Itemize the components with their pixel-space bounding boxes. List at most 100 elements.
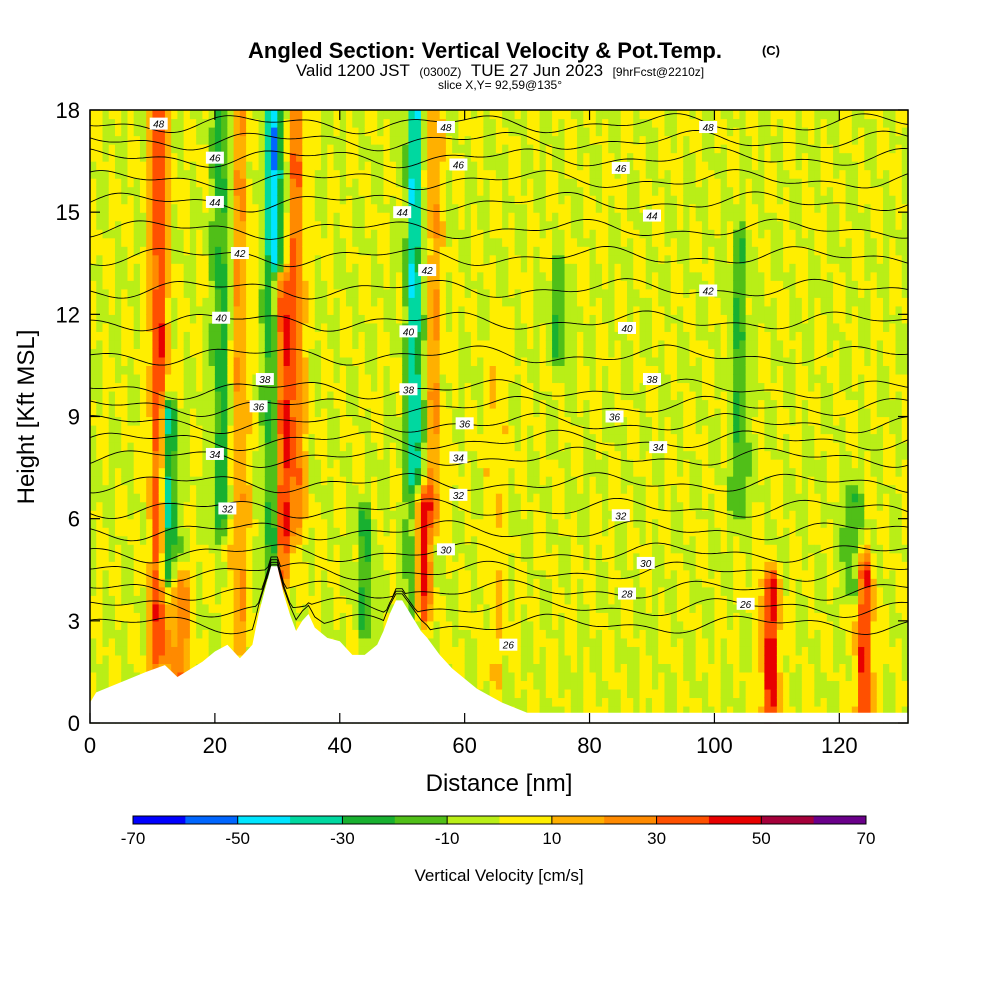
velocity-cell <box>389 339 397 349</box>
velocity-cell <box>433 331 441 341</box>
velocity-cell <box>233 612 241 622</box>
velocity-cell <box>152 646 160 656</box>
velocity-cell <box>264 535 272 545</box>
velocity-cell <box>146 425 154 435</box>
velocity-cell <box>114 118 122 128</box>
velocity-cell <box>271 110 278 120</box>
velocity-cell <box>96 518 104 528</box>
velocity-cell <box>252 450 260 460</box>
velocity-cell <box>508 510 516 520</box>
velocity-cell <box>308 399 316 409</box>
velocity-cell <box>202 288 210 298</box>
velocity-cell <box>183 237 191 247</box>
velocity-cell <box>370 467 378 477</box>
velocity-cell <box>152 595 160 605</box>
velocity-cell <box>258 195 266 205</box>
velocity-cell <box>283 314 291 324</box>
velocity-cell <box>433 586 441 596</box>
velocity-cell <box>483 178 491 188</box>
velocity-cell <box>514 110 522 120</box>
velocity-cell <box>333 442 341 452</box>
velocity-cell <box>239 271 247 281</box>
velocity-cell <box>433 637 441 647</box>
velocity-cell <box>333 425 341 435</box>
velocity-cell <box>314 152 322 162</box>
velocity-cell <box>495 552 503 562</box>
velocity-cell <box>177 433 185 443</box>
velocity-cell <box>214 178 222 188</box>
velocity-cell <box>314 586 322 596</box>
velocity-cell <box>189 544 197 554</box>
velocity-cell <box>233 459 241 469</box>
velocity-cell <box>90 246 97 256</box>
velocity-cell <box>464 612 472 622</box>
velocity-cell <box>196 450 203 460</box>
velocity-cell <box>427 620 435 630</box>
velocity-cell <box>96 390 104 401</box>
velocity-cell <box>346 578 353 588</box>
velocity-cell <box>208 339 216 349</box>
velocity-cell <box>96 442 104 452</box>
velocity-cell <box>258 118 266 128</box>
velocity-cell <box>271 425 278 435</box>
velocity-cell <box>364 433 372 443</box>
velocity-cell <box>221 535 228 545</box>
velocity-cell <box>246 620 253 630</box>
velocity-cell <box>177 118 185 128</box>
velocity-cell <box>264 152 272 162</box>
velocity-cell <box>470 348 478 358</box>
velocity-cell <box>502 680 509 690</box>
velocity-cell <box>264 169 272 179</box>
velocity-cell <box>458 476 466 486</box>
velocity-cell <box>121 305 129 315</box>
velocity-cell <box>233 195 241 205</box>
velocity-cell <box>246 220 253 230</box>
velocity-cell <box>464 407 472 418</box>
velocity-cell <box>427 271 435 281</box>
velocity-cell <box>139 527 147 537</box>
velocity-cell <box>308 586 316 596</box>
velocity-cell <box>196 407 203 418</box>
velocity-cell <box>289 144 297 154</box>
velocity-cell <box>420 178 428 188</box>
velocity-cell <box>271 561 278 571</box>
velocity-cell <box>420 373 428 384</box>
velocity-cell <box>227 246 235 256</box>
velocity-cell <box>383 203 391 213</box>
velocity-cell <box>514 510 522 520</box>
velocity-cell <box>427 135 435 145</box>
velocity-cell <box>377 212 385 222</box>
velocity-cell <box>271 467 278 477</box>
velocity-cell <box>452 552 460 562</box>
velocity-cell <box>139 161 147 171</box>
velocity-cell <box>271 373 278 384</box>
velocity-cell <box>439 229 447 239</box>
velocity-cell <box>271 544 278 554</box>
velocity-cell <box>171 425 179 435</box>
velocity-cell <box>102 237 110 247</box>
velocity-cell <box>314 501 322 511</box>
velocity-cell <box>452 178 460 188</box>
velocity-cell <box>327 493 335 503</box>
velocity-cell <box>402 297 410 307</box>
velocity-cell <box>127 654 135 664</box>
velocity-cell <box>90 442 97 452</box>
velocity-cell <box>477 646 484 656</box>
velocity-cell <box>502 271 509 281</box>
velocity-cell <box>383 144 391 154</box>
velocity-cell <box>358 110 366 120</box>
velocity-cell <box>352 331 360 341</box>
velocity-cell <box>458 263 466 273</box>
velocity-cell <box>239 135 247 145</box>
velocity-cell <box>196 603 203 613</box>
velocity-cell <box>264 450 272 460</box>
velocity-cell <box>227 569 235 579</box>
velocity-cell <box>458 561 466 571</box>
velocity-cell <box>327 110 335 120</box>
velocity-cell <box>477 237 484 247</box>
velocity-cell <box>289 263 297 273</box>
velocity-cell <box>164 127 172 137</box>
velocity-cell <box>264 305 272 315</box>
velocity-cell <box>433 169 441 179</box>
